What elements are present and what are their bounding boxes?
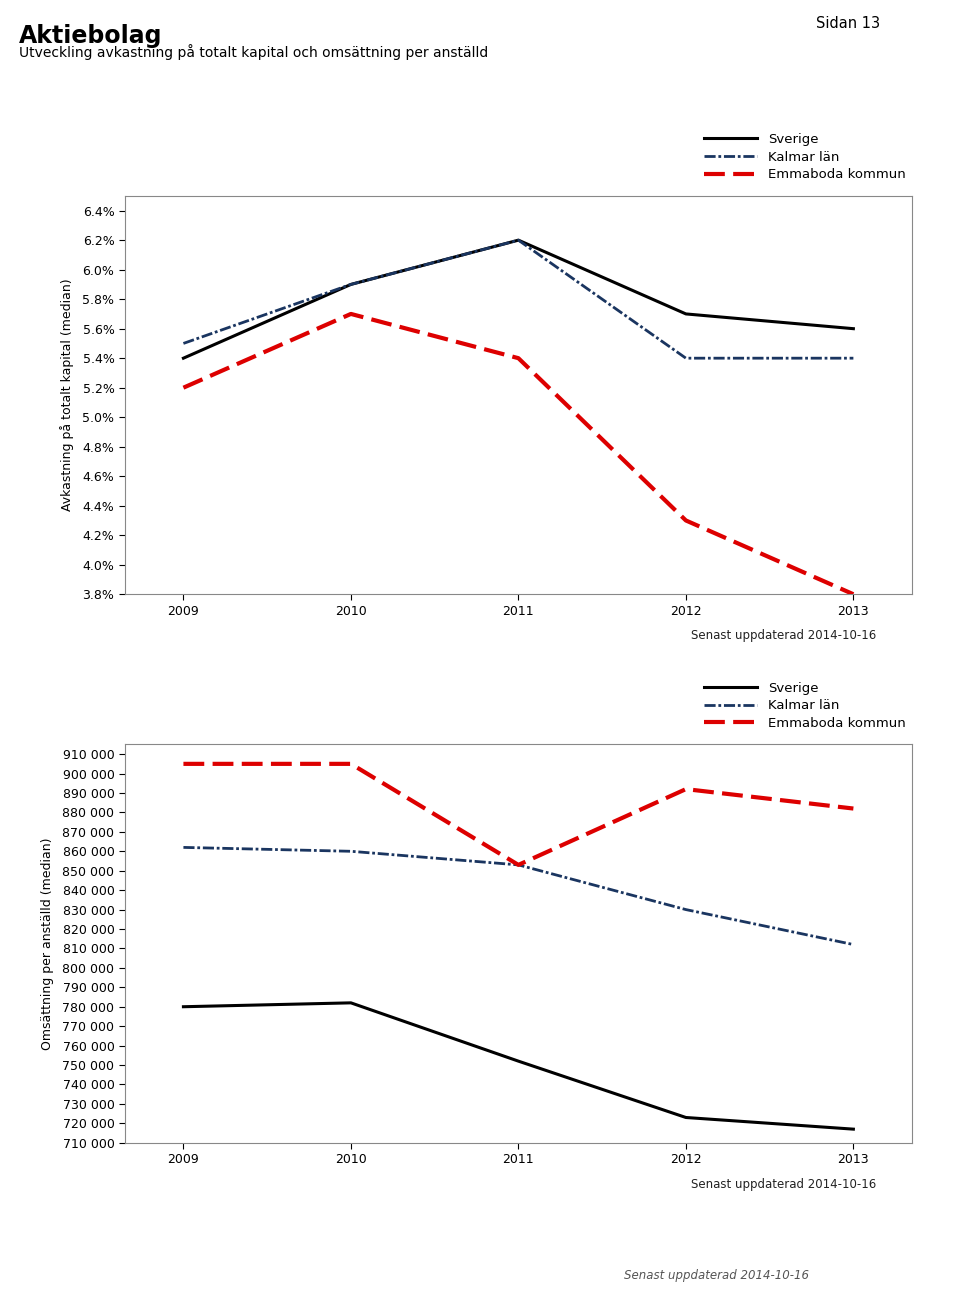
Legend: Sverige, Kalmar län, Emmaboda kommun: Sverige, Kalmar län, Emmaboda kommun: [705, 682, 905, 730]
Text: Sidan 13: Sidan 13: [816, 16, 880, 30]
Text: Senast uppdaterad 2014-10-16: Senast uppdaterad 2014-10-16: [691, 1178, 876, 1191]
Y-axis label: Omsättning per anställd (median): Omsättning per anställd (median): [41, 837, 54, 1050]
Text: Senast uppdaterad 2014-10-16: Senast uppdaterad 2014-10-16: [624, 1269, 809, 1282]
Legend: Sverige, Kalmar län, Emmaboda kommun: Sverige, Kalmar län, Emmaboda kommun: [705, 133, 905, 182]
Text: Aktiebolag: Aktiebolag: [19, 24, 162, 47]
Y-axis label: Avkastning på totalt kapital (median): Avkastning på totalt kapital (median): [60, 278, 74, 512]
Text: Utveckling avkastning på totalt kapital och omsättning per anställd: Utveckling avkastning på totalt kapital …: [19, 44, 489, 60]
Text: Senast uppdaterad 2014-10-16: Senast uppdaterad 2014-10-16: [691, 629, 876, 643]
